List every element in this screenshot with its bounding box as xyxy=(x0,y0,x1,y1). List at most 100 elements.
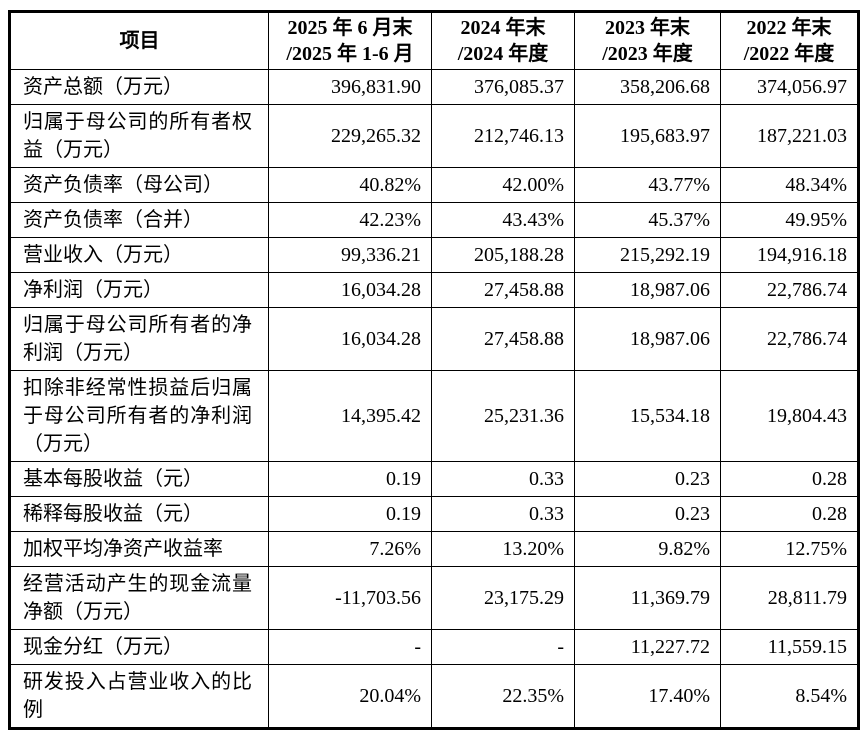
table-row: 资产负债率（合并） 42.23% 43.43% 45.37% 49.95% xyxy=(9,202,859,238)
table-row: 净利润（万元） 16,034.28 27,458.88 18,987.06 22,786… xyxy=(9,272,859,308)
table-row: 资产负债率（母公司） 40.82% 42.00% 43.77% 48.34% xyxy=(9,167,859,203)
cell-value: 0.23 xyxy=(574,461,721,497)
table-row: 资产总额（万元） 396,831.90 376,085.37 358,206.68 37… xyxy=(9,69,859,105)
row-label: 稀释每股收益（元） xyxy=(9,496,269,532)
table-row: 现金分红（万元） - -11,227.72 11,559.15 xyxy=(9,629,859,665)
row-label: 归属于母公司所有者的净利润（万元） xyxy=(9,307,269,371)
period-header-line2: /2023 年度 xyxy=(602,43,693,65)
cell-value: 11,559.15 xyxy=(720,629,859,665)
cell-value: 205,188.28 xyxy=(431,237,575,273)
cell-value: 194,916.18 xyxy=(720,237,859,273)
cell-value: 25,231.36 xyxy=(431,370,575,462)
table-row: 研发投入占营业收入的比例 20.04% 22.35% 17.40% 8.54% xyxy=(9,664,859,729)
cell-value: 22.35% xyxy=(431,664,575,729)
cell-value: 23,175.29 xyxy=(431,566,575,630)
column-header-item: 项目 xyxy=(9,11,269,70)
row-label: 资产总额（万元） xyxy=(9,69,269,105)
row-label: 现金分红（万元） xyxy=(9,629,269,665)
cell-value: 45.37% xyxy=(574,202,721,238)
period-header-line1: 2024 年末 xyxy=(460,17,546,39)
row-label: 归属于母公司的所有者权益（万元） xyxy=(9,104,269,168)
cell-value: 40.82% xyxy=(268,167,432,203)
cell-value: 11,227.72 xyxy=(574,629,721,665)
cell-value: 11,369.79 xyxy=(574,566,721,630)
cell-value: 0.23 xyxy=(574,496,721,532)
cell-value: 16,034.28 xyxy=(268,307,432,371)
cell-value: 22,786.74 xyxy=(720,307,859,371)
cell-value: 358,206.68 xyxy=(574,69,721,105)
row-label: 研发投入占营业收入的比例 xyxy=(9,664,269,729)
cell-value: 12.75% xyxy=(720,531,859,567)
period-header-line2: /2022 年度 xyxy=(743,43,835,65)
cell-value: 15,534.18 xyxy=(574,370,721,462)
period-header-line2: /2025 年 1-6 月 xyxy=(286,43,414,65)
cell-value: 396,831.90 xyxy=(268,69,432,105)
table-body: 资产总额（万元） 396,831.90 376,085.37 358,206.68 37… xyxy=(9,69,859,729)
cell-value: 42.00% xyxy=(431,167,575,203)
cell-value: 43.43% xyxy=(431,202,575,238)
table-row: 归属于母公司所有者的净利润（万元） 16,034.28 27,458.88 18,98… xyxy=(9,307,859,371)
cell-value: 18,987.06 xyxy=(574,307,721,371)
cell-value: 99,336.21 xyxy=(268,237,432,273)
header-row: 项目 2025 年 6 月末/2025 年 1-6 月 2024 年末/2024 … xyxy=(9,11,859,70)
row-label: 经营活动产生的现金流量净额（万元） xyxy=(9,566,269,630)
row-label: 基本每股收益（元） xyxy=(9,461,269,497)
cell-value: - xyxy=(268,629,432,665)
cell-value: 49.95% xyxy=(720,202,859,238)
table-row: 营业收入（万元） 99,336.21 205,188.28 215,292.19 194… xyxy=(9,237,859,273)
cell-value: 48.34% xyxy=(720,167,859,203)
row-label: 营业收入（万元） xyxy=(9,237,269,273)
cell-value: 27,458.88 xyxy=(431,307,575,371)
cell-value: 14,395.42 xyxy=(268,370,432,462)
column-header-period: 2025 年 6 月末/2025 年 1-6 月 xyxy=(268,11,432,70)
table-row: 加权平均净资产收益率 7.26% 13.20% 9.82% 12.75% xyxy=(9,531,859,567)
cell-value: 212,746.13 xyxy=(431,104,575,168)
cell-value: 229,265.32 xyxy=(268,104,432,168)
cell-value: 374,056.97 xyxy=(720,69,859,105)
cell-value: 9.82% xyxy=(574,531,721,567)
cell-value: 42.23% xyxy=(268,202,432,238)
cell-value: - xyxy=(431,629,575,665)
column-header-period: 2022 年末/2022 年度 xyxy=(720,11,859,70)
period-header-line2: /2024 年度 xyxy=(457,43,549,65)
table-row: 扣除非经常性损益后归属于母公司所有者的净利润（万元） 14,395.42 25,23… xyxy=(9,370,859,462)
period-header-line1: 2022 年末 xyxy=(746,17,832,39)
cell-value: 0.28 xyxy=(720,461,859,497)
cell-value: 20.04% xyxy=(268,664,432,729)
cell-value: 0.33 xyxy=(431,461,575,497)
cell-value: 18,987.06 xyxy=(574,272,721,308)
financial-summary-table: 项目 2025 年 6 月末/2025 年 1-6 月 2024 年末/2024 … xyxy=(8,10,860,730)
row-label: 资产负债率（母公司） xyxy=(9,167,269,203)
table-row: 基本每股收益（元） 0.19 0.33 0.23 0.28 xyxy=(9,461,859,497)
cell-value: 43.77% xyxy=(574,167,721,203)
cell-value: 0.19 xyxy=(268,496,432,532)
cell-value: 0.19 xyxy=(268,461,432,497)
period-header-line1: 2025 年 6 月末 xyxy=(287,17,413,39)
cell-value: -11,703.56 xyxy=(268,566,432,630)
cell-value: 376,085.37 xyxy=(431,69,575,105)
row-label: 资产负债率（合并） xyxy=(9,202,269,238)
table-row: 归属于母公司的所有者权益（万元） 229,265.32 212,746.13 195,… xyxy=(9,104,859,168)
cell-value: 0.33 xyxy=(431,496,575,532)
cell-value: 195,683.97 xyxy=(574,104,721,168)
cell-value: 187,221.03 xyxy=(720,104,859,168)
cell-value: 22,786.74 xyxy=(720,272,859,308)
cell-value: 0.28 xyxy=(720,496,859,532)
period-header-line1: 2023 年末 xyxy=(605,17,690,39)
table-row: 稀释每股收益（元） 0.19 0.33 0.23 0.28 xyxy=(9,496,859,532)
cell-value: 16,034.28 xyxy=(268,272,432,308)
row-label: 净利润（万元） xyxy=(9,272,269,308)
column-header-period: 2023 年末/2023 年度 xyxy=(574,11,721,70)
cell-value: 19,804.43 xyxy=(720,370,859,462)
cell-value: 17.40% xyxy=(574,664,721,729)
cell-value: 215,292.19 xyxy=(574,237,721,273)
cell-value: 27,458.88 xyxy=(431,272,575,308)
cell-value: 8.54% xyxy=(720,664,859,729)
cell-value: 7.26% xyxy=(268,531,432,567)
row-label: 加权平均净资产收益率 xyxy=(9,531,269,567)
cell-value: 13.20% xyxy=(431,531,575,567)
column-header-period: 2024 年末/2024 年度 xyxy=(431,11,575,70)
table-row: 经营活动产生的现金流量净额（万元） -11,703.56 23,175.29 11,3… xyxy=(9,566,859,630)
cell-value: 28,811.79 xyxy=(720,566,859,630)
row-label: 扣除非经常性损益后归属于母公司所有者的净利润（万元） xyxy=(9,370,269,462)
